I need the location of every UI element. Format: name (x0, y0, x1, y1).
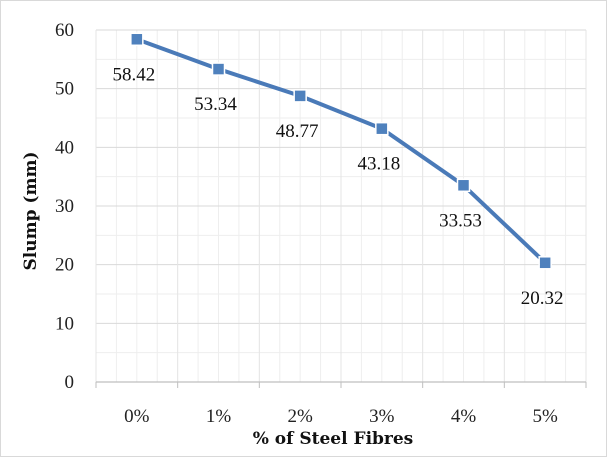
data-point-marker (456, 178, 471, 193)
data-point-marker (293, 89, 307, 103)
y-tick-label: 50 (55, 79, 74, 100)
y-tick-label: 0 (65, 372, 75, 393)
data-point-marker (538, 256, 552, 270)
y-tick-label: 30 (55, 196, 74, 217)
y-axis-title: Slump (mm) (21, 152, 41, 271)
series-line (134, 37, 548, 265)
grid-layer (95, 29, 587, 382)
data-label: 53.34 (194, 94, 237, 115)
x-tick-label: 2% (288, 406, 314, 427)
x-tick-label: 4% (451, 406, 477, 427)
data-label: 33.53 (439, 210, 482, 231)
axis-layer: 0 10 20 30 40 50 60 0% 1% 2% 3% 4% 5% (55, 20, 587, 427)
y-tick-label: 60 (55, 20, 74, 41)
x-tick-label: 5% (533, 406, 559, 427)
y-tick-label: 40 (55, 137, 74, 158)
x-tick-label: 3% (369, 406, 395, 427)
x-axis-title: % of Steel Fibres (253, 429, 414, 449)
y-tick-label: 20 (55, 255, 74, 276)
x-tick-label: 0% (124, 406, 150, 427)
data-label: 43.18 (357, 154, 400, 175)
series-layer (130, 32, 552, 270)
x-tick-label: 1% (206, 406, 232, 427)
y-tick-label: 10 (55, 313, 74, 334)
data-label: 48.77 (276, 121, 319, 142)
data-label: 20.32 (521, 288, 564, 309)
data-label: 58.42 (112, 64, 155, 85)
data-point-marker (211, 62, 226, 76)
data-point-marker (375, 121, 389, 136)
label-layer: 58.42 53.34 48.77 43.18 33.53 20.32 (112, 64, 563, 309)
data-point-marker (130, 32, 144, 47)
